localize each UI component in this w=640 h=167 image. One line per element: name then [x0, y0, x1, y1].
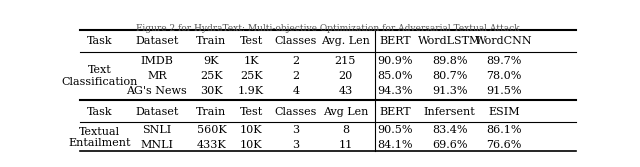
Text: 4: 4	[292, 86, 300, 96]
Text: Train: Train	[196, 36, 227, 46]
Text: Train: Train	[196, 107, 227, 117]
Text: Avg Len: Avg Len	[323, 107, 368, 117]
Text: MNLI: MNLI	[140, 140, 173, 150]
Text: Figure 2 for HydraText: Multi-objective Optimization for Adversarial Textual Att: Figure 2 for HydraText: Multi-objective …	[136, 24, 520, 33]
Text: 89.7%: 89.7%	[486, 56, 522, 65]
Text: Textual
Entailment: Textual Entailment	[68, 127, 131, 148]
Text: 90.9%: 90.9%	[377, 56, 413, 65]
Text: 91.5%: 91.5%	[486, 86, 522, 96]
Text: IMDB: IMDB	[140, 56, 173, 65]
Text: 83.4%: 83.4%	[432, 125, 467, 135]
Text: 9K: 9K	[204, 56, 219, 65]
Text: 86.1%: 86.1%	[486, 125, 522, 135]
Text: 3: 3	[292, 140, 300, 150]
Text: 80.7%: 80.7%	[432, 71, 467, 81]
Text: BERT: BERT	[379, 107, 411, 117]
Text: BERT: BERT	[379, 36, 411, 46]
Text: 10K: 10K	[240, 140, 262, 150]
Text: Avg. Len: Avg. Len	[321, 36, 370, 46]
Text: Task: Task	[87, 107, 113, 117]
Text: 90.5%: 90.5%	[377, 125, 413, 135]
Text: 25K: 25K	[240, 71, 262, 81]
Text: 43: 43	[338, 86, 353, 96]
Text: Task: Task	[87, 36, 113, 46]
Text: 10K: 10K	[240, 125, 262, 135]
Text: 76.6%: 76.6%	[486, 140, 522, 150]
Text: Classes: Classes	[275, 36, 317, 46]
Text: Classes: Classes	[275, 107, 317, 117]
Text: 25K: 25K	[200, 71, 223, 81]
Text: 89.8%: 89.8%	[432, 56, 467, 65]
Text: Dataset: Dataset	[135, 36, 179, 46]
Text: Test: Test	[239, 36, 263, 46]
Text: 2: 2	[292, 56, 300, 65]
Text: AG's News: AG's News	[127, 86, 188, 96]
Text: 84.1%: 84.1%	[377, 140, 413, 150]
Text: Text
Classification: Text Classification	[61, 65, 138, 87]
Text: WordLSTM: WordLSTM	[418, 36, 481, 46]
Text: 433K: 433K	[196, 140, 227, 150]
Text: 1K: 1K	[243, 56, 259, 65]
Text: 1.9K: 1.9K	[238, 86, 264, 96]
Text: 78.0%: 78.0%	[486, 71, 522, 81]
Text: 69.6%: 69.6%	[432, 140, 467, 150]
Text: Infersent: Infersent	[424, 107, 476, 117]
Text: 91.3%: 91.3%	[432, 86, 467, 96]
Text: 85.0%: 85.0%	[377, 71, 413, 81]
Text: MR: MR	[147, 71, 166, 81]
Text: 94.3%: 94.3%	[377, 86, 413, 96]
Text: SNLI: SNLI	[142, 125, 172, 135]
Text: 2: 2	[292, 71, 300, 81]
Text: 11: 11	[338, 140, 353, 150]
Text: 3: 3	[292, 125, 300, 135]
Text: 20: 20	[338, 71, 353, 81]
Text: 215: 215	[335, 56, 356, 65]
Text: WordCNN: WordCNN	[476, 36, 533, 46]
Text: 560K: 560K	[196, 125, 227, 135]
Text: Dataset: Dataset	[135, 107, 179, 117]
Text: 8: 8	[342, 125, 349, 135]
Text: ESIM: ESIM	[488, 107, 520, 117]
Text: 30K: 30K	[200, 86, 223, 96]
Text: Test: Test	[239, 107, 263, 117]
